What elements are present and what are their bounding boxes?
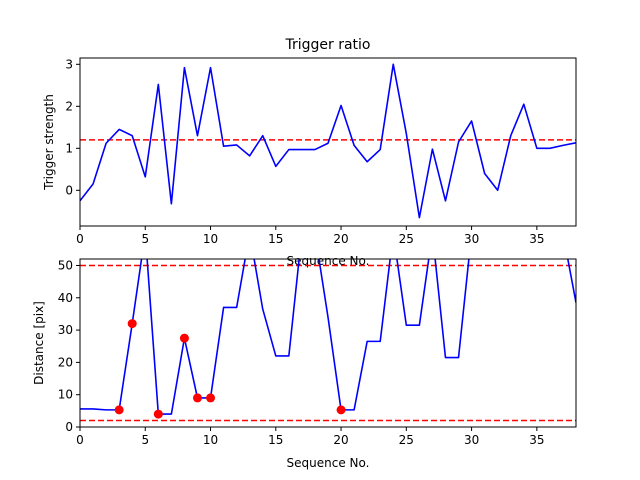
x-tick-label: 0 <box>76 232 84 246</box>
detection-point <box>153 409 163 419</box>
detection-point <box>206 393 216 403</box>
x-tick-label: 20 <box>333 232 348 246</box>
chart-title: Trigger ratio <box>284 37 370 53</box>
y-tick-label: 20 <box>58 355 73 369</box>
y-tick-label: 50 <box>58 258 73 272</box>
y-axis-label: Distance [pix] <box>32 301 46 385</box>
y-tick-label: 40 <box>58 291 73 305</box>
x-tick-label: 10 <box>203 232 218 246</box>
y-tick-label: 3 <box>65 57 73 71</box>
x-tick-label: 0 <box>76 433 84 447</box>
y-tick-label: 0 <box>65 420 73 434</box>
y-tick-label: 10 <box>58 388 73 402</box>
x-tick-label: 35 <box>529 232 544 246</box>
trigger-ratio-plot: Trigger ratio Trigger strength Sequence … <box>42 37 577 268</box>
series-line <box>80 63 576 219</box>
y-tick-label: 2 <box>65 99 73 113</box>
detection-point <box>127 319 137 329</box>
x-tick-label: 15 <box>268 433 283 447</box>
detection-point <box>192 393 202 403</box>
y-tick-label: 0 <box>65 183 73 197</box>
x-axis-label: Sequence No. <box>287 456 370 470</box>
y-tick-label: 30 <box>58 323 73 337</box>
x-tick-label: 30 <box>464 433 479 447</box>
x-tick-label: 35 <box>529 433 544 447</box>
plot-frame <box>79 258 577 428</box>
x-tick-label: 10 <box>203 433 218 447</box>
x-axis-label: Sequence No. <box>287 254 370 268</box>
x-tick-label: 5 <box>141 232 149 246</box>
x-tick-label: 20 <box>333 433 348 447</box>
x-tick-label: 25 <box>399 232 414 246</box>
distance-plot: Distance [pix] Sequence No. 0 5 10 15 20 25 30… <box>32 258 577 470</box>
x-tick-label: 15 <box>268 232 283 246</box>
x-tick-label: 30 <box>464 232 479 246</box>
plot-frame <box>79 57 577 227</box>
detection-point <box>114 405 124 415</box>
x-tick-label: 5 <box>141 433 149 447</box>
y-tick-label: 1 <box>65 141 73 155</box>
detection-point <box>179 333 189 343</box>
x-tick-label: 25 <box>399 433 414 447</box>
y-axis-label: Trigger strength <box>42 94 56 191</box>
detection-point <box>336 405 346 415</box>
